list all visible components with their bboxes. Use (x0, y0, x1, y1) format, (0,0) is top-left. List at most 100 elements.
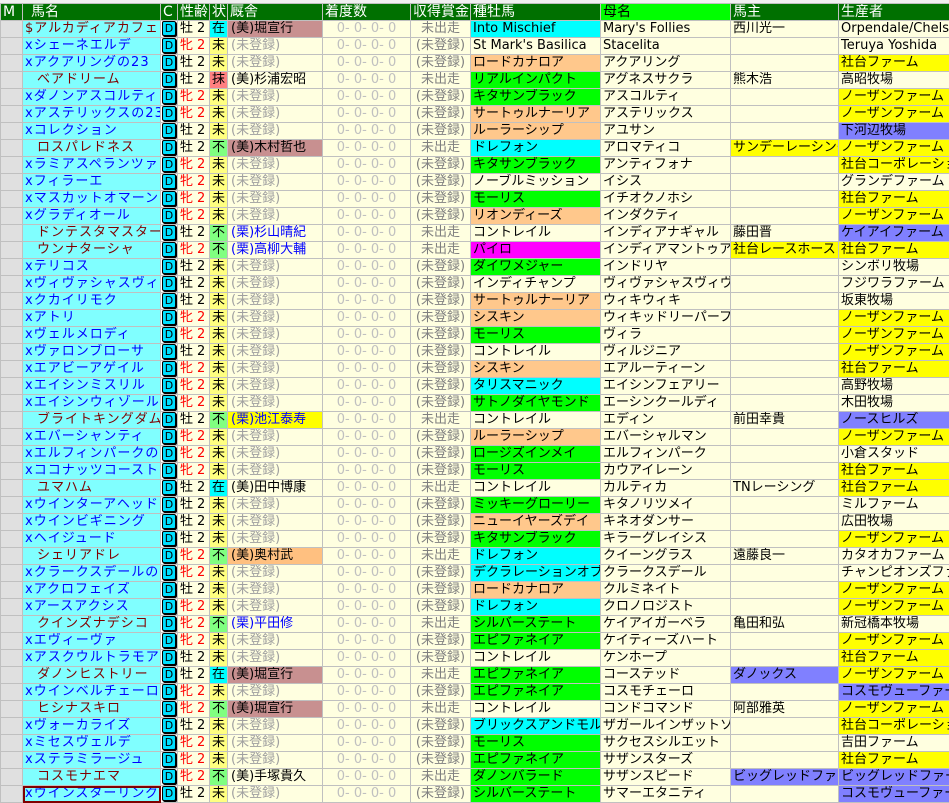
row-marker-cell[interactable] (1, 497, 23, 514)
horse-name[interactable]: コスモナエマ (23, 769, 161, 786)
horse-name[interactable]: xエバーシャンティ (23, 429, 161, 446)
horse-name[interactable]: xダノンアスコルティ (23, 89, 161, 106)
row-marker-cell[interactable] (1, 106, 23, 123)
col-header-course[interactable]: C (161, 4, 178, 21)
row-marker-cell[interactable] (1, 276, 23, 293)
horse-name[interactable]: xウインターアヘッド (23, 497, 161, 514)
horse-name[interactable]: ブライトキングダム (23, 412, 161, 429)
row-marker-cell[interactable] (1, 735, 23, 752)
row-marker-cell[interactable] (1, 769, 23, 786)
row-marker-cell[interactable] (1, 191, 23, 208)
row-marker-cell[interactable] (1, 242, 23, 259)
table-row[interactable]: xヴィヴァシャスヴィヴィアンのD牡2未(未登録)0- 0- 0- 0(未登録)イ… (1, 276, 949, 293)
horse-name[interactable]: xヴィヴァシャスヴィヴィアンの (23, 276, 161, 293)
col-header-owner[interactable]: 馬主 (731, 4, 839, 21)
horse-name[interactable]: xラミアスペランツァ (23, 157, 161, 174)
horse-name[interactable]: ロスパレドネス (23, 140, 161, 157)
row-marker-cell[interactable] (1, 38, 23, 55)
horse-name[interactable]: シェリアドレ (23, 548, 161, 565)
horse-name[interactable]: xエイシンミスリル (23, 378, 161, 395)
horse-name[interactable]: xヴァロンブローサ (23, 344, 161, 361)
row-marker-cell[interactable] (1, 531, 23, 548)
horse-name[interactable]: xココナッツコースト (23, 463, 161, 480)
table-row[interactable]: xクラークスデールの23D牝2未(未登録)0- 0- 0- 0(未登録)デクラレ… (1, 565, 949, 582)
row-marker-cell[interactable] (1, 395, 23, 412)
horse-name[interactable]: ベアドリーム (23, 72, 161, 89)
row-marker-cell[interactable] (1, 259, 23, 276)
row-marker-cell[interactable] (1, 667, 23, 684)
row-marker-cell[interactable] (1, 633, 23, 650)
horse-name[interactable]: xグラディオール (23, 208, 161, 225)
row-marker-cell[interactable] (1, 616, 23, 633)
col-header-earnings[interactable]: 収得賞金 (411, 4, 471, 21)
horse-name[interactable]: xアスクウルトラモア (23, 650, 161, 667)
col-header-dam[interactable]: 母名 (601, 4, 731, 21)
col-header-breeder[interactable]: 生産者 (839, 4, 949, 21)
col-header-status[interactable]: 状 (210, 4, 228, 21)
row-marker-cell[interactable] (1, 344, 23, 361)
horse-name[interactable]: xエヴィーヴァ (23, 633, 161, 650)
horse-name[interactable]: ヒシナスキロ (23, 701, 161, 718)
horse-name[interactable]: クインズナデシコ (23, 616, 161, 633)
row-marker-cell[interactable] (1, 565, 23, 582)
row-marker-cell[interactable] (1, 361, 23, 378)
row-marker-cell[interactable] (1, 412, 23, 429)
row-marker-cell[interactable] (1, 650, 23, 667)
horse-name[interactable]: xエルフィンパークの23 (23, 446, 161, 463)
row-marker-cell[interactable] (1, 310, 23, 327)
row-marker-cell[interactable] (1, 480, 23, 497)
row-marker-cell[interactable] (1, 463, 23, 480)
horse-name[interactable]: xアトリ (23, 310, 161, 327)
horse-name[interactable]: xウインベルチェーロ (23, 684, 161, 701)
horse-name[interactable]: xステラミラージュ (23, 752, 161, 769)
row-marker-cell[interactable] (1, 548, 23, 565)
row-marker-cell[interactable] (1, 72, 23, 89)
row-marker-cell[interactable] (1, 752, 23, 769)
horse-name[interactable]: ドンテスタマスター (23, 225, 161, 242)
col-header-m[interactable]: M (1, 4, 23, 21)
horse-name[interactable]: xエイシンウィゾール (23, 395, 161, 412)
row-marker-cell[interactable] (1, 599, 23, 616)
horse-name[interactable]: xウインビギニング (23, 514, 161, 531)
row-marker-cell[interactable] (1, 55, 23, 72)
row-marker-cell[interactable] (1, 718, 23, 735)
horse-name[interactable]: xクラークスデールの23 (23, 565, 161, 582)
row-marker-cell[interactable] (1, 446, 23, 463)
row-marker-cell[interactable] (1, 123, 23, 140)
row-marker-cell[interactable] (1, 701, 23, 718)
horse-name[interactable]: xマスカットオマーン (23, 191, 161, 208)
horse-name[interactable]: xアースアクシス (23, 599, 161, 616)
row-marker-cell[interactable] (1, 208, 23, 225)
col-header-name[interactable]: 馬名 (23, 4, 161, 21)
